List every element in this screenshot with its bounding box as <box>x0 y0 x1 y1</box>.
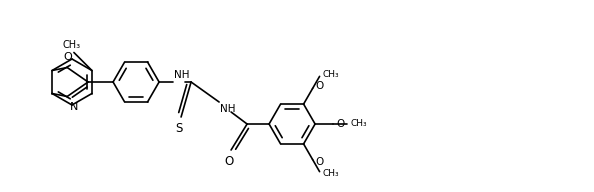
Text: CH₃: CH₃ <box>63 40 81 50</box>
Text: O: O <box>315 81 324 92</box>
Text: O: O <box>64 52 72 63</box>
Text: O: O <box>315 156 324 166</box>
Text: NH: NH <box>174 70 189 80</box>
Text: CH₃: CH₃ <box>350 119 366 128</box>
Text: O: O <box>225 155 233 168</box>
Text: O: O <box>336 119 345 129</box>
Text: CH₃: CH₃ <box>323 169 339 178</box>
Text: CH₃: CH₃ <box>323 70 339 79</box>
Text: NH: NH <box>220 104 236 114</box>
Text: S: S <box>175 122 183 135</box>
Text: N: N <box>70 102 78 112</box>
